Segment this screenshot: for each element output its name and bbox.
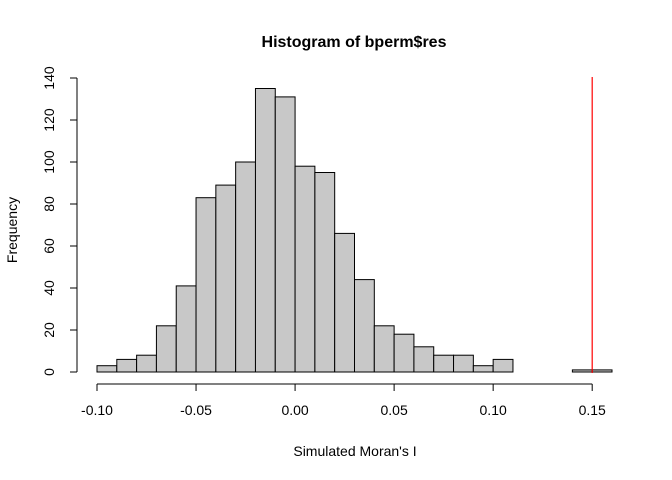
histogram-bar <box>591 369 613 373</box>
histogram-bar <box>314 172 336 373</box>
histogram-bar <box>274 96 296 373</box>
x-tick-label: 0.05 <box>380 402 407 418</box>
x-tick-label: 0.10 <box>480 402 507 418</box>
x-axis-label: Simulated Moran's I <box>293 443 416 459</box>
x-axis: -0.10 -0.05 0.00 0.05 0.10 0.15 <box>81 383 606 418</box>
x-tick-label: -0.10 <box>81 402 113 418</box>
histogram-bar <box>433 354 455 373</box>
y-tick-label: 140 <box>41 66 57 90</box>
histogram-bars <box>96 88 613 373</box>
histogram-bar <box>136 354 157 373</box>
x-tick-label: 0.00 <box>281 402 308 418</box>
histogram-bar <box>254 88 276 373</box>
histogram-bar <box>215 184 237 373</box>
histogram-bar <box>354 279 375 373</box>
histogram-bar <box>453 354 474 373</box>
y-tick-label: 80 <box>41 196 57 212</box>
x-tick-label: 0.15 <box>579 402 606 418</box>
y-tick-label: 60 <box>41 238 57 254</box>
histogram-bar <box>116 358 138 373</box>
histogram-bar <box>492 358 514 373</box>
y-axis: 0 20 40 60 80 100 120 140 <box>41 66 78 376</box>
histogram-bar <box>413 346 435 373</box>
histogram-bar <box>235 161 256 373</box>
histogram-bar <box>393 333 415 373</box>
histogram-bar <box>175 285 197 373</box>
histogram-bar <box>195 197 217 373</box>
y-axis-label: Frequency <box>4 197 20 263</box>
y-tick-label: 0 <box>41 368 57 376</box>
histogram-bar <box>294 165 316 373</box>
y-tick-label: 20 <box>41 322 57 338</box>
y-tick-label: 120 <box>41 108 57 132</box>
histogram-bar <box>571 369 593 373</box>
histogram-bar <box>334 232 356 373</box>
histogram-bar <box>96 365 118 373</box>
histogram-bar <box>155 325 177 373</box>
y-tick-label: 40 <box>41 280 57 296</box>
histogram-bar <box>472 365 494 373</box>
x-tick-label: -0.05 <box>180 402 212 418</box>
chart-title: Histogram of bperm$res <box>262 34 447 51</box>
histogram-bar <box>373 325 395 373</box>
y-tick-label: 100 <box>41 150 57 174</box>
